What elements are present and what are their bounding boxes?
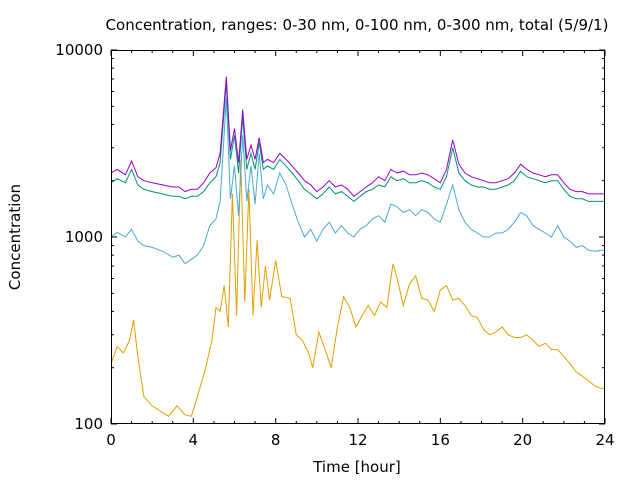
x-tick-label: 12: [348, 431, 367, 449]
tick-layer: 0 4 8 12 16 20 24 100 1000 10000: [55, 41, 614, 449]
series-line-2: [110, 98, 605, 265]
series-line-4: [110, 76, 605, 197]
x-tick-label: 4: [189, 431, 199, 449]
x-tick-label: 24: [595, 431, 614, 449]
x-axis-label: Time [hour]: [312, 458, 401, 476]
chart-title: Concentration, ranges: 0-30 nm, 0-100 nm…: [106, 16, 609, 34]
y-tick-label: 10000: [55, 41, 103, 59]
y-axis-label: Concentration: [6, 184, 24, 290]
series-layer: [110, 76, 605, 417]
series-line-3: [110, 83, 605, 203]
plot-frame: [111, 50, 605, 424]
series-line-1: [110, 159, 605, 417]
x-tick-label: 0: [106, 431, 116, 449]
y-tick-label: 1000: [65, 228, 103, 246]
x-tick-label: 20: [513, 431, 532, 449]
x-tick-label: 8: [271, 431, 281, 449]
x-tick-label: 16: [431, 431, 450, 449]
y-tick-label: 100: [74, 415, 103, 433]
